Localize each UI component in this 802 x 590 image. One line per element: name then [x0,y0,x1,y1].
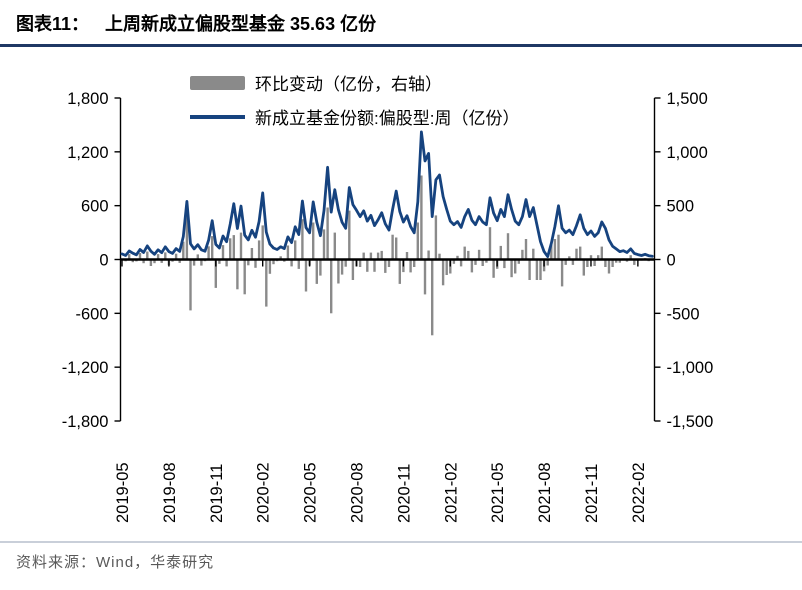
x-axis-tick-label: 2021-02 [442,462,460,523]
x-axis-tick-label: 2019-11 [208,464,226,523]
line-swatch-icon [190,114,245,119]
x-axis-tick-label: 2020-08 [349,462,367,523]
figure-title: 上周新成立偏股型基金 35.63 亿份 [105,14,377,34]
left-axis-tick-label: 1,800 [67,90,108,108]
chart-legend: 环比变动（亿份，右轴） 新成立基金份额:偏股型:周（亿份） [190,70,519,129]
footer-rule [0,541,802,543]
x-axis-tick-label: 2020-11 [395,464,413,523]
right-axis-tick-label: 1,000 [667,144,708,162]
left-axis-tick-label: -1,200 [62,359,109,377]
x-axis-tick-label: 2019-08 [161,462,179,523]
right-axis-tick-label: -1,500 [667,413,714,431]
x-axis-tick-label: 2020-05 [302,462,320,523]
left-axis-tick-label: 1,200 [67,144,108,162]
right-axis-tick-label: 0 [667,252,676,270]
title-rule [0,44,802,47]
tick-marks [114,97,661,422]
x-axis-tick-label: 2021-08 [536,462,554,523]
right-axis-tick-label: 1,500 [667,90,708,108]
bar-swatch-icon [190,75,245,90]
x-axis-tick-label: 2021-05 [489,462,507,523]
figure-tag: 图表11： [16,14,90,34]
right-axis-tick-label: -1,000 [667,359,714,377]
source-note: 资料来源：Wind，华泰研究 [16,554,215,571]
x-axis-tick-label: 2022-02 [630,462,648,523]
right-axis-tick-label: -500 [667,305,700,323]
legend-item-bar: 环比变动（亿份，右轴） [190,70,519,95]
left-axis-tick-label: -1,800 [62,413,109,431]
left-axis-tick-label: -600 [75,305,108,323]
axes [119,98,656,421]
legend-item-line: 新成立基金份额:偏股型:周（亿份） [190,104,519,129]
legend-label-line: 新成立基金份额:偏股型:周（亿份） [255,109,520,128]
x-axis-tick-label: 2019-05 [114,462,132,523]
x-axis-tick-label: 2021-11 [583,464,601,523]
legend-label-bar: 环比变动（亿份，右轴） [255,75,442,94]
left-axis-tick-label: 0 [99,252,108,270]
right-axis-tick-label: 500 [667,198,695,216]
axis-labels: 1,800 1,200 600 0 -600 -1,200 -1,800 1,500 1,000… [62,90,714,523]
left-axis-tick-label: 600 [81,198,109,216]
line-series [120,130,654,259]
bar-series [124,175,654,336]
figure-header: 图表11： 上周新成立偏股型基金 35.63 亿份 [16,10,376,36]
x-axis-tick-label: 2020-02 [255,462,273,523]
